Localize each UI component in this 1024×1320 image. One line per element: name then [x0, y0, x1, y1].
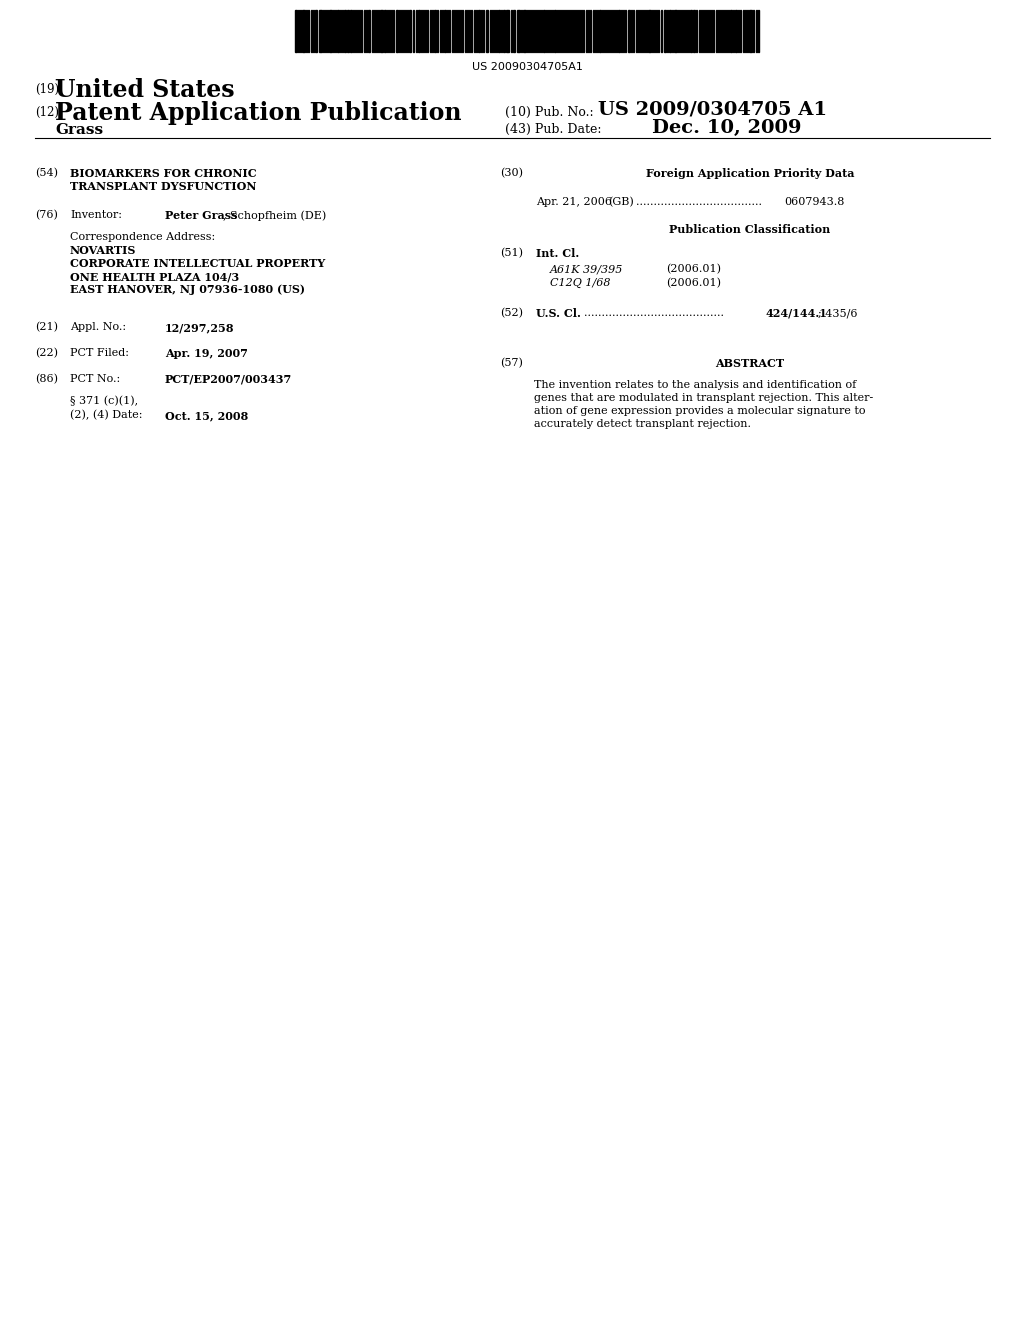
Text: genes that are modulated in transplant rejection. This alter-: genes that are modulated in transplant r… [534, 393, 873, 403]
Text: Peter Grass: Peter Grass [165, 210, 238, 220]
Bar [396, 11, 398, 51]
Text: (51): (51) [500, 248, 523, 259]
Bar [503, 11, 505, 51]
Bar [295, 11, 297, 51]
Text: (22): (22) [35, 348, 58, 358]
Text: Dec. 10, 2009: Dec. 10, 2009 [652, 119, 802, 137]
Text: Inventor:: Inventor: [70, 210, 122, 220]
Text: (2006.01): (2006.01) [666, 264, 721, 275]
Text: (21): (21) [35, 322, 58, 333]
Bar [628, 11, 630, 51]
Bar [506, 11, 509, 51]
Text: CORPORATE INTELLECTUAL PROPERTY: CORPORATE INTELLECTUAL PROPERTY [70, 257, 326, 269]
Bar [350, 11, 352, 51]
Bar [384, 11, 386, 51]
Text: (54): (54) [35, 168, 58, 178]
Bar [674, 11, 677, 51]
Text: (76): (76) [35, 210, 58, 220]
Bar [513, 11, 515, 51]
Bar [315, 11, 317, 51]
Bar [409, 11, 411, 51]
Text: PCT Filed:: PCT Filed: [70, 348, 129, 358]
Text: Apr. 21, 2006: Apr. 21, 2006 [536, 197, 612, 207]
Text: The invention relates to the analysis and identification of: The invention relates to the analysis an… [534, 380, 856, 389]
Text: ........................................: ........................................ [584, 308, 724, 318]
Text: Grass: Grass [55, 123, 103, 137]
Bar [554, 11, 556, 51]
Bar [347, 11, 349, 51]
Text: (19): (19) [35, 83, 59, 96]
Bar [735, 11, 737, 51]
Bar [669, 11, 671, 51]
Bar [302, 11, 305, 51]
Text: EAST HANOVER, NJ 07936-1080 (US): EAST HANOVER, NJ 07936-1080 (US) [70, 284, 305, 294]
Text: U.S. Cl.: U.S. Cl. [536, 308, 581, 319]
Bar [380, 11, 383, 51]
Bar [434, 11, 436, 51]
Text: (2006.01): (2006.01) [666, 279, 721, 288]
Text: C12Q 1/68: C12Q 1/68 [550, 279, 610, 288]
Bar [690, 11, 692, 51]
Text: ation of gene expression provides a molecular signature to: ation of gene expression provides a mole… [534, 407, 865, 416]
Bar [749, 11, 752, 51]
Bar [329, 11, 332, 51]
Bar [648, 11, 651, 51]
Text: (57): (57) [500, 358, 523, 368]
Text: ABSTRACT: ABSTRACT [716, 358, 784, 370]
Text: BIOMARKERS FOR CHRONIC: BIOMARKERS FOR CHRONIC [70, 168, 257, 180]
Text: 12/297,258: 12/297,258 [165, 322, 234, 333]
Bar [418, 11, 420, 51]
Bar [618, 11, 620, 51]
Bar [730, 11, 732, 51]
Text: NOVARTIS: NOVARTIS [70, 246, 136, 256]
Bar [664, 11, 666, 51]
Bar [523, 11, 526, 51]
Bar [517, 11, 520, 51]
Text: (52): (52) [500, 308, 523, 318]
Bar [498, 11, 500, 51]
Bar [478, 11, 480, 51]
Text: 424/144.1: 424/144.1 [766, 308, 827, 319]
Text: , Schopfheim (DE): , Schopfheim (DE) [223, 210, 327, 220]
Text: ; 435/6: ; 435/6 [818, 308, 857, 318]
Text: ....................................: .................................... [636, 197, 762, 207]
Text: 0607943.8: 0607943.8 [784, 197, 845, 207]
Text: TRANSPLANT DYSFUNCTION: TRANSPLANT DYSFUNCTION [70, 181, 256, 191]
Bar [599, 11, 601, 51]
Bar [319, 11, 322, 51]
Bar [693, 11, 695, 51]
Text: United States: United States [55, 78, 234, 102]
Text: (GB): (GB) [608, 197, 634, 207]
Text: (86): (86) [35, 374, 58, 384]
Text: (12): (12) [35, 106, 59, 119]
Text: Int. Cl.: Int. Cl. [536, 248, 580, 259]
Text: Oct. 15, 2008: Oct. 15, 2008 [165, 411, 248, 421]
Bar [444, 11, 446, 51]
Text: Publication Classification: Publication Classification [670, 224, 830, 235]
Bar [337, 11, 339, 51]
Text: Apr. 19, 2007: Apr. 19, 2007 [165, 348, 248, 359]
Text: Appl. No.:: Appl. No.: [70, 322, 126, 333]
Text: A61K 39/395: A61K 39/395 [550, 264, 624, 275]
Text: Patent Application Publication: Patent Application Publication [55, 102, 462, 125]
Text: § 371 (c)(1),: § 371 (c)(1), [70, 396, 138, 407]
Text: US 20090304705A1: US 20090304705A1 [472, 62, 583, 73]
Text: (10) Pub. No.:: (10) Pub. No.: [505, 106, 594, 119]
Bar [486, 11, 488, 51]
Text: (30): (30) [500, 168, 523, 178]
Text: Foreign Application Priority Data: Foreign Application Priority Data [646, 168, 854, 180]
Text: ONE HEALTH PLAZA 104/3: ONE HEALTH PLAZA 104/3 [70, 271, 240, 282]
Text: PCT No.:: PCT No.: [70, 374, 120, 384]
Bar [344, 11, 346, 51]
Text: US 2009/0304705 A1: US 2009/0304705 A1 [598, 102, 827, 119]
Text: Correspondence Address:: Correspondence Address: [70, 232, 215, 242]
Text: (2), (4) Date:: (2), (4) Date: [70, 411, 142, 420]
Text: accurately detect transplant rejection.: accurately detect transplant rejection. [534, 418, 751, 429]
Bar [368, 11, 370, 51]
Text: (43) Pub. Date:: (43) Pub. Date: [505, 123, 601, 136]
Bar [543, 11, 545, 51]
Text: PCT/EP2007/003437: PCT/EP2007/003437 [165, 374, 292, 385]
